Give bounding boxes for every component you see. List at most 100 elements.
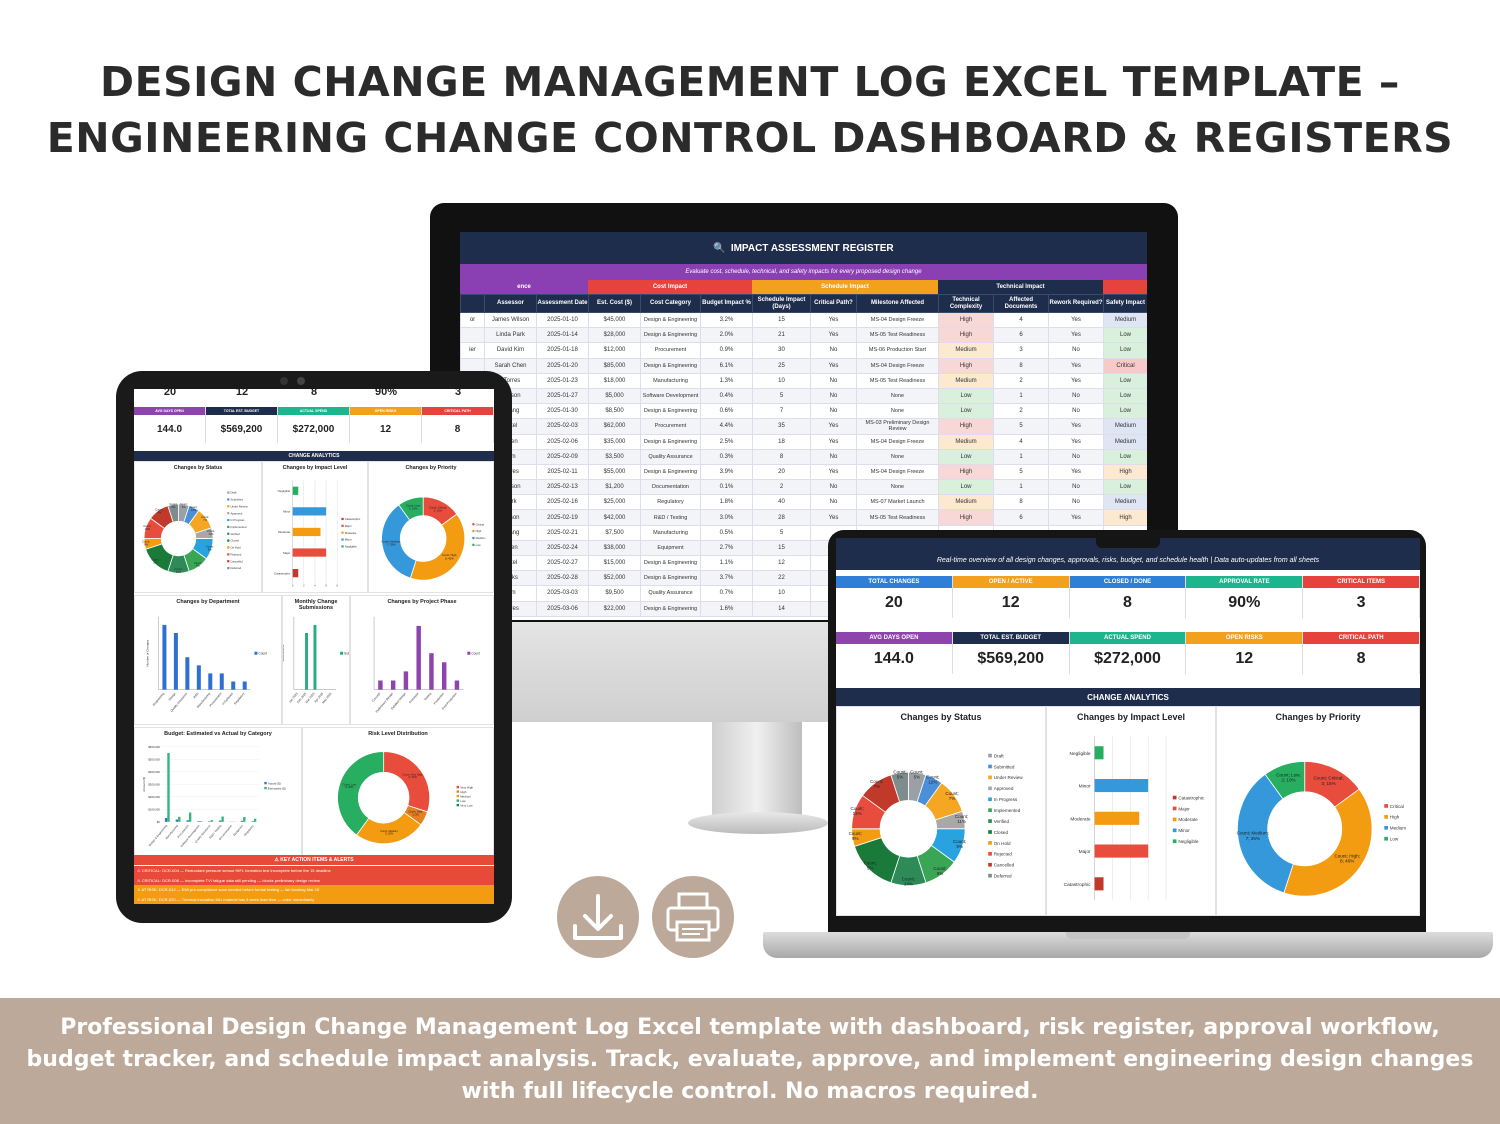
table-cell[interactable]: MS-04 Design Freeze [856, 357, 939, 374]
table-cell[interactable]: 1.8% [700, 494, 753, 511]
table-cell[interactable]: 2025-01-20 [536, 357, 589, 374]
table-cell[interactable]: Yes [810, 311, 857, 329]
table-cell[interactable]: Software Development [640, 387, 701, 405]
table-cell[interactable]: 8 [993, 494, 1049, 511]
table-cell[interactable]: Linda Park [484, 327, 537, 344]
table-cell[interactable]: 2 [752, 479, 811, 496]
print-button[interactable] [652, 876, 734, 958]
table-cell[interactable]: MS-06 Production Start [856, 342, 939, 359]
table-cell[interactable]: 2025-02-27 [536, 554, 589, 572]
table-cell[interactable]: Low [938, 479, 994, 496]
table-cell[interactable]: 3.0% [700, 509, 753, 526]
table-cell[interactable]: Documentation [640, 479, 701, 496]
table-cell[interactable]: High [1103, 509, 1147, 526]
table-cell[interactable]: 3.2% [700, 311, 753, 329]
table-cell[interactable]: No [1048, 403, 1104, 420]
table-cell[interactable]: Design & Engineering [640, 463, 701, 481]
table-cell[interactable]: 4 [993, 311, 1049, 329]
table-cell[interactable]: No [1048, 494, 1104, 511]
table-cell[interactable]: High [938, 311, 994, 329]
table-cell[interactable]: 5 [752, 524, 811, 541]
table-cell[interactable]: 21 [752, 327, 811, 344]
table-cell[interactable]: James Wilson [484, 311, 537, 329]
table-cell[interactable]: Low [1103, 448, 1147, 465]
table-cell[interactable]: $35,000 [588, 433, 641, 450]
table-cell[interactable]: High [938, 357, 994, 374]
table-cell[interactable]: No [810, 448, 857, 465]
table-cell[interactable]: 2025-02-09 [536, 448, 589, 465]
table-cell[interactable]: 2025-03-06 [536, 600, 589, 617]
table-cell[interactable]: Yes [810, 418, 857, 435]
table-cell[interactable]: Critical [1103, 357, 1147, 374]
table-cell[interactable]: Design & Engineering [640, 554, 701, 572]
table-cell[interactable]: 2025-01-27 [536, 387, 589, 405]
table-cell[interactable]: 5 [993, 463, 1049, 481]
table-cell[interactable]: MS-05 Test Readiness [856, 509, 939, 526]
table-cell[interactable]: Quality Assurance [640, 448, 701, 465]
table-cell[interactable]: High [938, 418, 994, 435]
table-cell[interactable]: 15 [752, 539, 811, 557]
table-cell[interactable]: Design & Engineering [640, 570, 701, 587]
table-cell[interactable]: MS-04 Design Freeze [856, 433, 939, 450]
table-cell[interactable]: High [938, 327, 994, 344]
table-cell[interactable]: 4 [993, 433, 1049, 450]
table-cell[interactable]: Medium [1103, 433, 1147, 450]
table-cell[interactable]: $38,000 [588, 539, 641, 557]
table-cell[interactable]: High [938, 463, 994, 481]
table-cell[interactable]: 6 [993, 509, 1049, 526]
table-cell[interactable]: Procurement [640, 342, 701, 359]
table-cell[interactable]: 2 [993, 372, 1049, 389]
table-cell[interactable]: Low [1103, 342, 1147, 359]
table-cell[interactable]: Low [1103, 387, 1147, 405]
table-cell[interactable]: High [938, 509, 994, 526]
table-cell[interactable]: 2025-01-30 [536, 403, 589, 420]
table-cell[interactable]: David Kim [484, 342, 537, 359]
table-cell[interactable]: Regulatory [640, 494, 701, 511]
table-cell[interactable]: 0.9% [700, 342, 753, 359]
table-cell[interactable]: MS-07 Market Launch [856, 494, 939, 511]
table-cell[interactable]: 2025-02-06 [536, 433, 589, 450]
table-cell[interactable]: None [856, 387, 939, 405]
table-cell[interactable]: Low [938, 387, 994, 405]
table-cell[interactable]: No [1048, 448, 1104, 465]
table-cell[interactable]: Low [1103, 372, 1147, 389]
table-cell[interactable]: None [856, 479, 939, 496]
table-cell[interactable]: Yes [1048, 372, 1104, 389]
table-cell[interactable]: Design & Engineering [640, 327, 701, 344]
table-cell[interactable]: $55,000 [588, 463, 641, 481]
table-cell[interactable]: $28,000 [588, 327, 641, 344]
table-cell[interactable]: MS-04 Design Freeze [856, 463, 939, 481]
table-cell[interactable]: 35 [752, 418, 811, 435]
table-cell[interactable]: MS-03 Preliminary Design Review [856, 418, 939, 435]
table-cell[interactable]: 10 [752, 372, 811, 389]
table-cell[interactable]: $22,000 [588, 600, 641, 617]
table-cell[interactable]: 2025-01-23 [536, 372, 589, 389]
table-cell[interactable]: 5 [752, 387, 811, 405]
table-cell[interactable]: 2.5% [700, 433, 753, 450]
table-cell[interactable]: 2025-02-16 [536, 494, 589, 511]
table-cell[interactable]: $9,500 [588, 585, 641, 602]
table-cell[interactable]: No [810, 479, 857, 496]
table-cell[interactable]: Medium [938, 494, 994, 511]
table-cell[interactable]: No [810, 342, 857, 359]
table-cell[interactable]: 22 [752, 570, 811, 587]
table-cell[interactable]: Manufacturing [640, 524, 701, 541]
table-cell[interactable]: $1,200 [588, 479, 641, 496]
table-cell[interactable]: 8 [752, 448, 811, 465]
table-cell[interactable]: Manufacturing [640, 372, 701, 389]
table-cell[interactable]: 0.6% [700, 403, 753, 420]
table-cell[interactable]: Medium [1103, 311, 1147, 329]
table-cell[interactable]: 2025-03-03 [536, 585, 589, 602]
table-cell[interactable]: No [1048, 479, 1104, 496]
table-cell[interactable]: MS-05 Test Readiness [856, 372, 939, 389]
table-cell[interactable]: $45,000 [588, 311, 641, 329]
table-cell[interactable]: 8 [993, 357, 1049, 374]
table-cell[interactable]: 1 [993, 448, 1049, 465]
table-cell[interactable]: 4.4% [700, 418, 753, 435]
table-cell[interactable]: 1.1% [700, 554, 753, 572]
table-cell[interactable]: 1.3% [700, 372, 753, 389]
table-cell[interactable]: 25 [752, 357, 811, 374]
table-cell[interactable]: 6 [993, 327, 1049, 344]
table-cell[interactable]: $12,000 [588, 342, 641, 359]
table-cell[interactable]: 0.4% [700, 387, 753, 405]
